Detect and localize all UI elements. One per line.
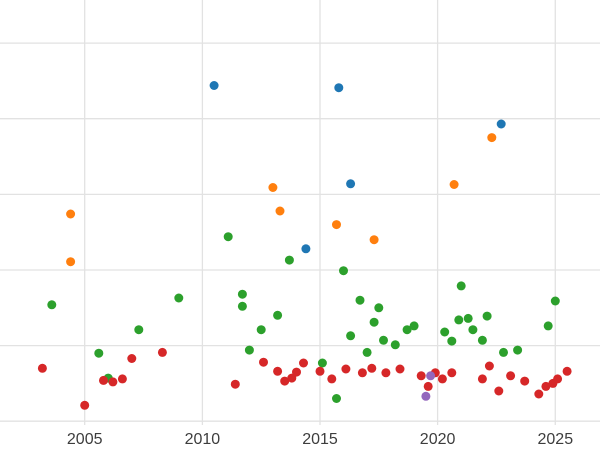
data-point (506, 371, 516, 381)
data-point (315, 366, 325, 376)
data-point (47, 300, 57, 310)
data-point (550, 296, 560, 306)
data-point (174, 293, 184, 303)
data-point (127, 354, 137, 363)
data-points (37, 81, 572, 410)
data-point (553, 374, 563, 384)
data-point (332, 220, 341, 230)
data-point (355, 295, 365, 305)
data-point (284, 255, 294, 265)
data-point (374, 303, 384, 313)
data-point (244, 345, 254, 355)
data-point (421, 391, 431, 401)
data-point (447, 368, 457, 378)
data-point (66, 209, 76, 219)
data-point (369, 317, 379, 327)
data-point (37, 363, 47, 373)
data-point (339, 266, 348, 276)
data-point (541, 381, 551, 391)
data-point (468, 325, 478, 335)
data-point (275, 206, 285, 216)
blue-series (209, 81, 506, 254)
data-point (280, 376, 290, 386)
data-point (449, 180, 459, 189)
green-series (47, 232, 560, 403)
data-point (562, 366, 572, 376)
data-point (454, 315, 464, 325)
data-point (369, 235, 379, 245)
data-point (520, 376, 530, 386)
data-point (482, 311, 492, 321)
data-point (209, 81, 219, 90)
data-point (543, 321, 553, 331)
data-point (157, 347, 167, 357)
purple-series (421, 371, 436, 401)
data-point (362, 347, 372, 357)
data-point (237, 289, 247, 299)
x-tick-label: 2010 (185, 431, 221, 448)
x-tick-label: 2020 (420, 431, 456, 448)
data-point (259, 357, 268, 367)
data-point (440, 327, 450, 337)
x-tick-label: 2015 (302, 431, 338, 448)
data-point (357, 368, 367, 378)
data-point (381, 368, 391, 378)
x-tick-label: 2025 (538, 431, 574, 448)
data-point (317, 358, 327, 368)
x-axis-tick-labels: 2005 2010 2015 2020 2025 (67, 431, 573, 448)
data-point (334, 83, 344, 93)
data-point (534, 389, 544, 399)
data-point (379, 335, 388, 345)
data-point (256, 325, 266, 335)
red-series (37, 347, 572, 410)
data-point (477, 374, 487, 384)
data-point (477, 335, 487, 345)
data-point (237, 301, 247, 311)
data-point (463, 313, 473, 323)
data-point (487, 133, 497, 143)
data-point (230, 379, 240, 389)
data-point (341, 364, 351, 374)
data-point (223, 232, 233, 242)
data-point (134, 325, 144, 335)
data-point (66, 257, 76, 267)
data-point (513, 345, 523, 355)
data-point (332, 394, 341, 403)
data-point (117, 374, 127, 384)
data-point (409, 321, 419, 331)
data-point (390, 340, 400, 350)
data-point (426, 371, 436, 381)
orange-series (66, 133, 497, 267)
data-point (423, 381, 433, 391)
data-point (494, 386, 504, 396)
data-point (108, 377, 118, 387)
data-point (499, 347, 508, 357)
gridlines (0, 0, 600, 425)
data-point (301, 244, 311, 254)
data-point (99, 375, 108, 385)
data-point (484, 361, 494, 371)
data-point (416, 371, 426, 381)
data-point (80, 400, 90, 410)
data-point (402, 325, 412, 335)
data-point (367, 363, 377, 373)
data-point (273, 366, 283, 376)
data-point (273, 310, 283, 320)
data-point (395, 364, 405, 374)
data-point (94, 348, 104, 358)
data-point (268, 183, 278, 192)
data-point (346, 331, 356, 341)
data-point (292, 367, 301, 377)
data-point (299, 358, 308, 368)
data-point (447, 336, 457, 346)
x-tick-label: 2005 (67, 431, 103, 448)
data-point (456, 281, 466, 291)
data-point (496, 119, 506, 129)
data-point (346, 179, 356, 189)
data-point (327, 374, 337, 384)
data-point (437, 374, 447, 384)
